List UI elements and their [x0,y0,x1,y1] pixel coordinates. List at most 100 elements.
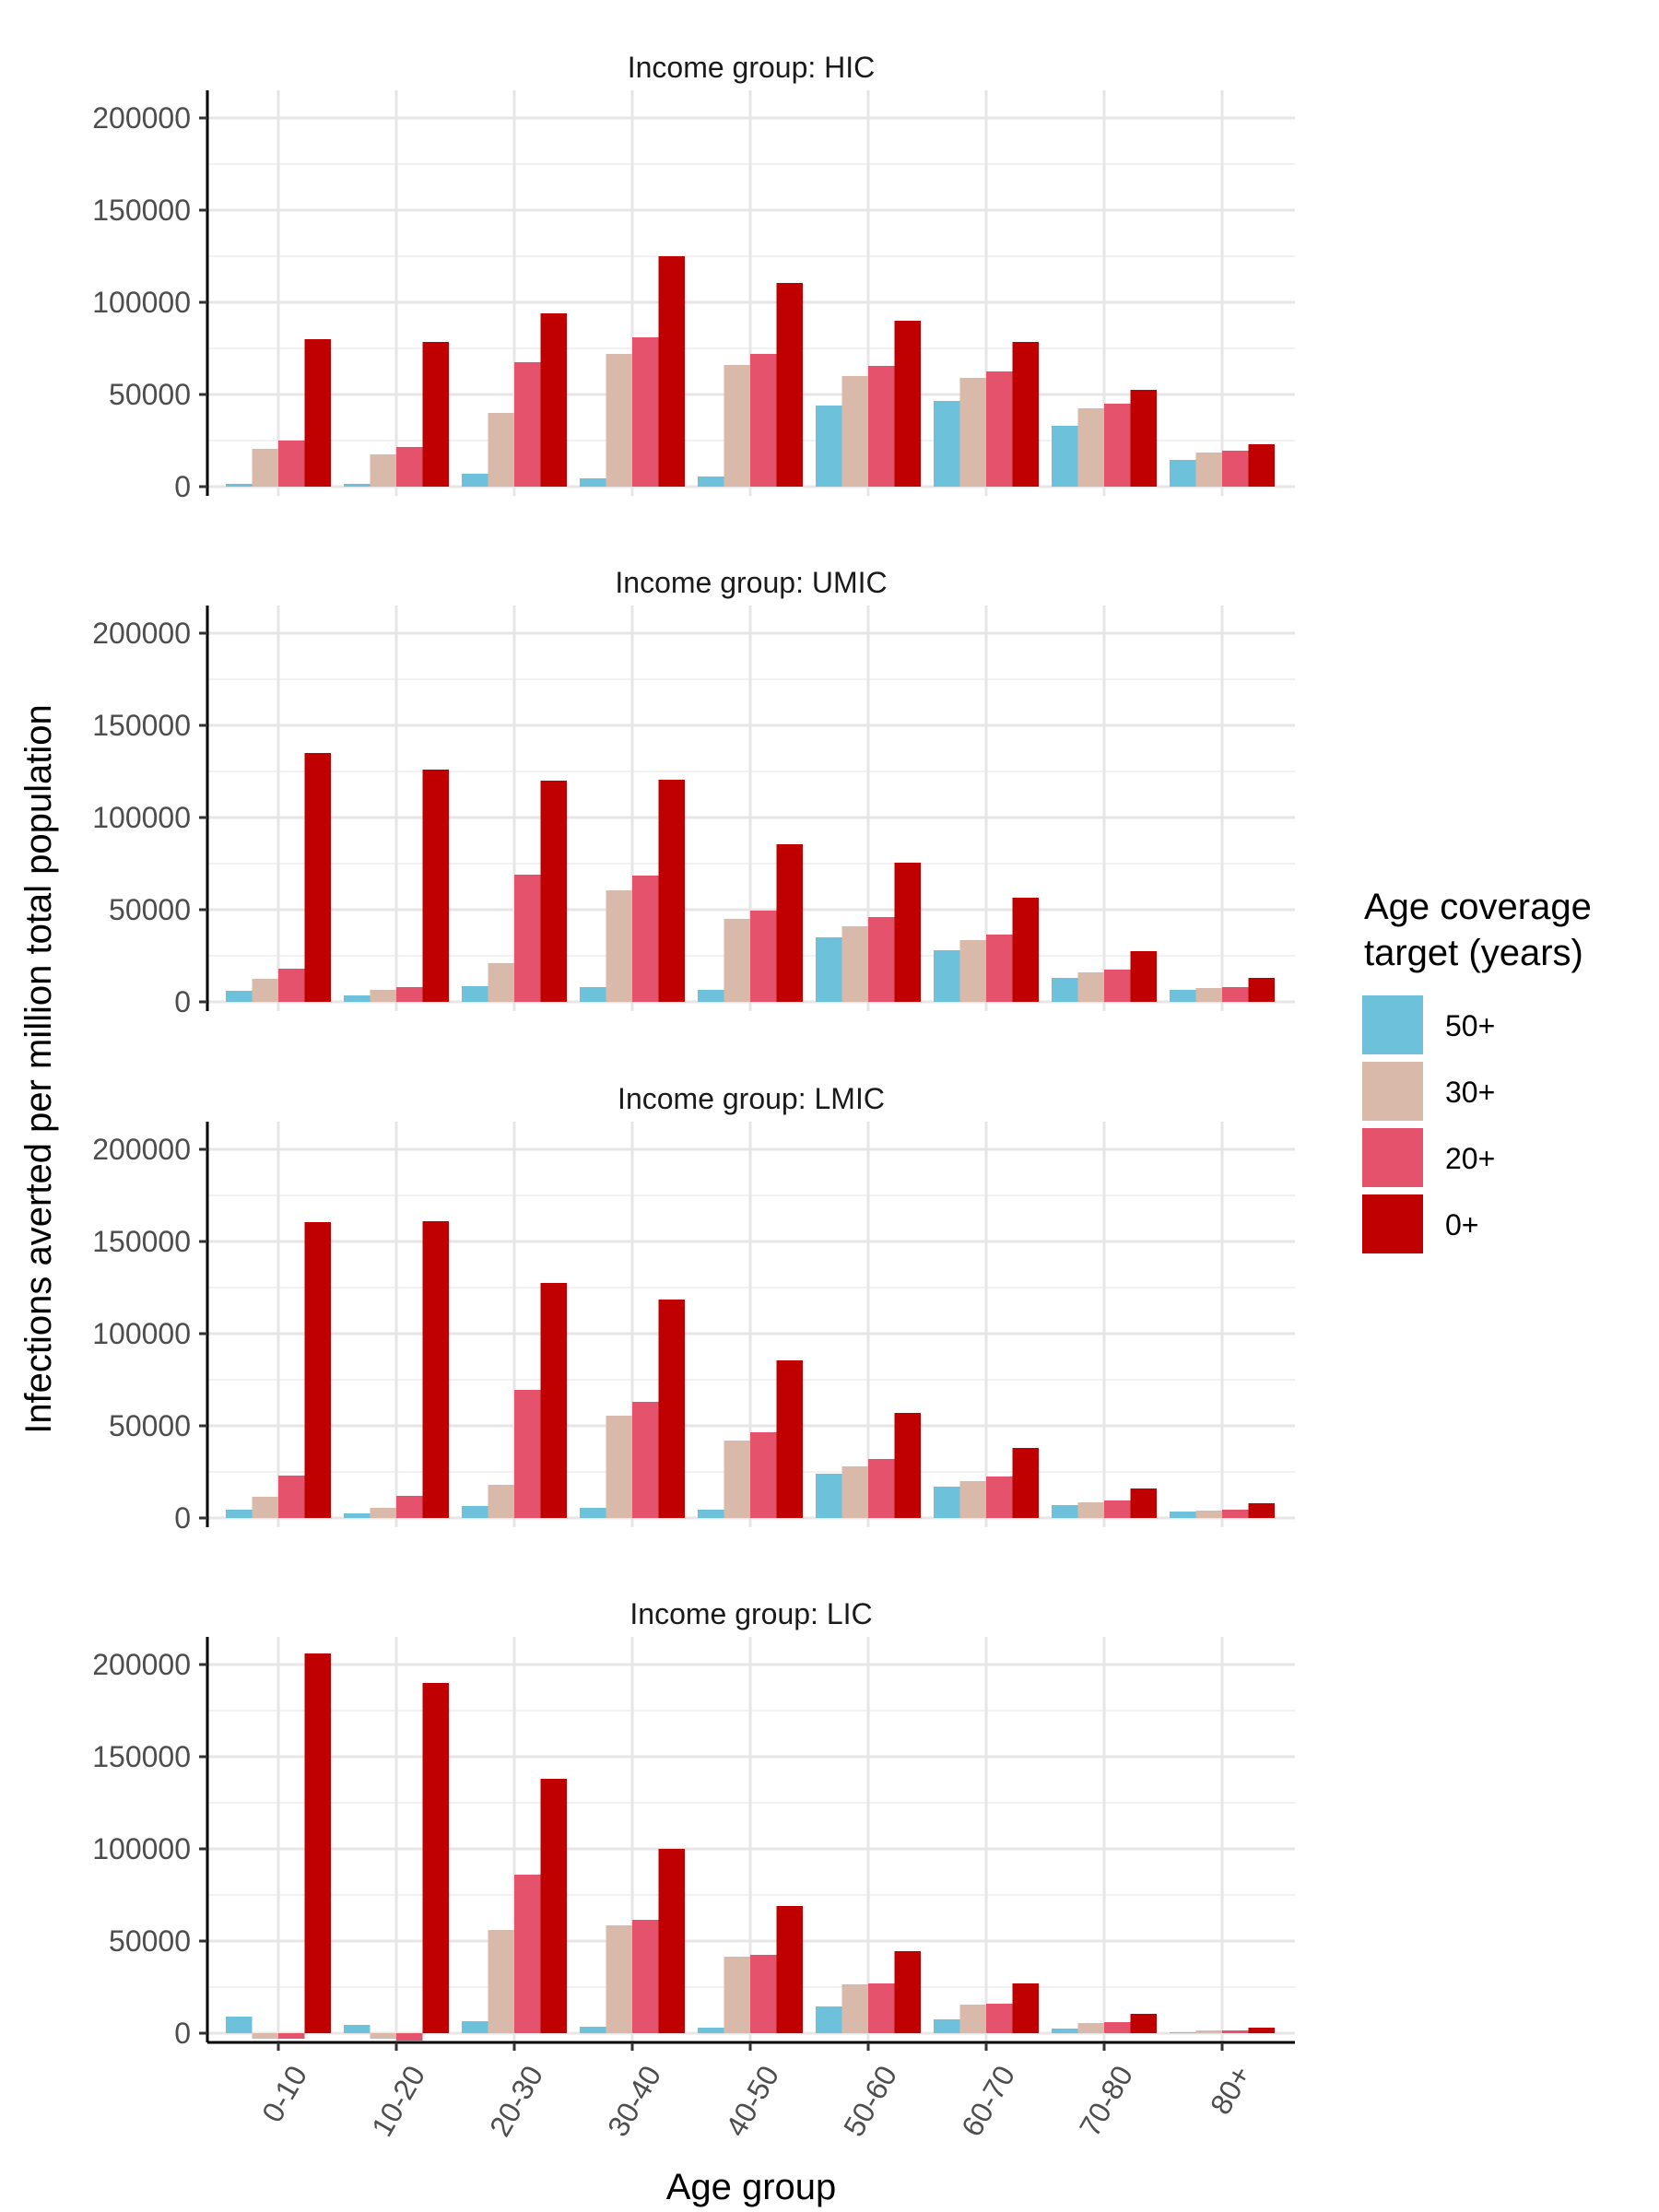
bar [1195,453,1222,487]
bar [658,780,685,1002]
bar [606,1925,632,2033]
bar [1248,2028,1275,2033]
bar [1222,451,1249,487]
bar [304,1653,331,2033]
panel: Income group: LIC 0 50000 100000 150000 20000… [92,1597,1295,2050]
y-tick-label: 200000 [92,101,191,135]
bar [1195,1511,1222,1518]
legend-swatch-30-plus [1362,1062,1423,1121]
bar [252,979,278,1002]
bar [580,987,606,1002]
bar [632,1402,659,1518]
bar [868,366,895,487]
bar [1012,898,1039,1002]
bar [370,990,396,1002]
legend-title-line-1: Age coverage [1364,887,1592,927]
bar [959,2005,986,2033]
bar [1248,444,1275,487]
bar [278,1476,305,1518]
bar [1222,2030,1249,2033]
bar [1104,404,1131,487]
bar [1170,1512,1196,1518]
panel: Income group: UMIC 0 50000 100000 150000 2000… [92,566,1295,1018]
bar [606,890,632,1002]
panel-title: Income group: UMIC [615,566,887,599]
bar [344,995,371,1002]
legend-label-50-plus: 50+ [1445,1009,1495,1042]
bar [278,2033,305,2039]
bar [1170,2032,1196,2033]
bar [422,342,449,487]
bar [1222,1510,1249,1518]
bar [894,321,921,487]
bar [894,1951,921,2033]
bar [934,401,960,487]
bar [278,969,305,1002]
bar [304,339,331,487]
bar [986,2004,1013,2033]
bar [724,919,750,1002]
bar [488,413,514,487]
bar [580,478,606,487]
bar [841,1466,868,1518]
bar [724,365,750,487]
bar [540,313,567,487]
bar [816,406,842,487]
bar [1130,2014,1157,2033]
y-tick-label: 150000 [92,709,191,742]
bar [1077,2023,1104,2033]
bar [1130,390,1157,487]
x-axis-title: Age group [666,2167,837,2207]
bar [1195,2030,1222,2033]
bar [1104,970,1131,1002]
bar [488,963,514,1002]
bar [488,1930,514,2033]
bar [540,781,567,1002]
bar [1170,460,1196,487]
bar [514,1875,541,2033]
legend-label-20-plus: 20+ [1445,1142,1495,1175]
y-axis-title: Infections averted per million total pop… [18,704,59,1434]
bar [422,1221,449,1518]
bar [396,987,423,1002]
bar [724,1957,750,2033]
bar [986,935,1013,1002]
bar [540,1283,567,1518]
panel: Income group: HIC 0 50000 100000 150000 20000… [92,51,1295,503]
bar [959,1481,986,1518]
bar [396,1496,423,1518]
bar [304,753,331,1002]
panel-title: Income group: LIC [629,1597,872,1630]
bar [724,1441,750,1518]
bar [841,376,868,487]
bar [934,950,960,1002]
bar [698,2028,724,2033]
chart-panels: Income group: HIC 0 50000 100000 150000 20000… [92,51,1295,2050]
bar [1052,1505,1078,1518]
bar [370,2033,396,2039]
bar [750,1432,777,1518]
bar [776,844,803,1002]
bar [1052,978,1078,1002]
bar [1077,972,1104,1002]
bar [304,1222,331,1518]
bar [514,362,541,487]
bar [658,1300,685,1518]
y-tick-label: 200000 [92,1648,191,1681]
bar [514,875,541,1002]
bar [1052,2029,1078,2033]
bar [422,1683,449,2033]
bar [1104,2022,1131,2033]
bar [816,2006,842,2033]
bar [750,1955,777,2033]
panel-title: Income group: LMIC [618,1082,885,1115]
bar [462,986,488,1002]
bar [462,474,488,487]
bar [344,2025,371,2033]
bar [658,1849,685,2033]
bar [841,926,868,1002]
bar [1195,988,1222,1002]
bar [226,1510,253,1518]
bar [1104,1500,1131,1518]
legend-title-line-2: target (years) [1364,933,1583,973]
